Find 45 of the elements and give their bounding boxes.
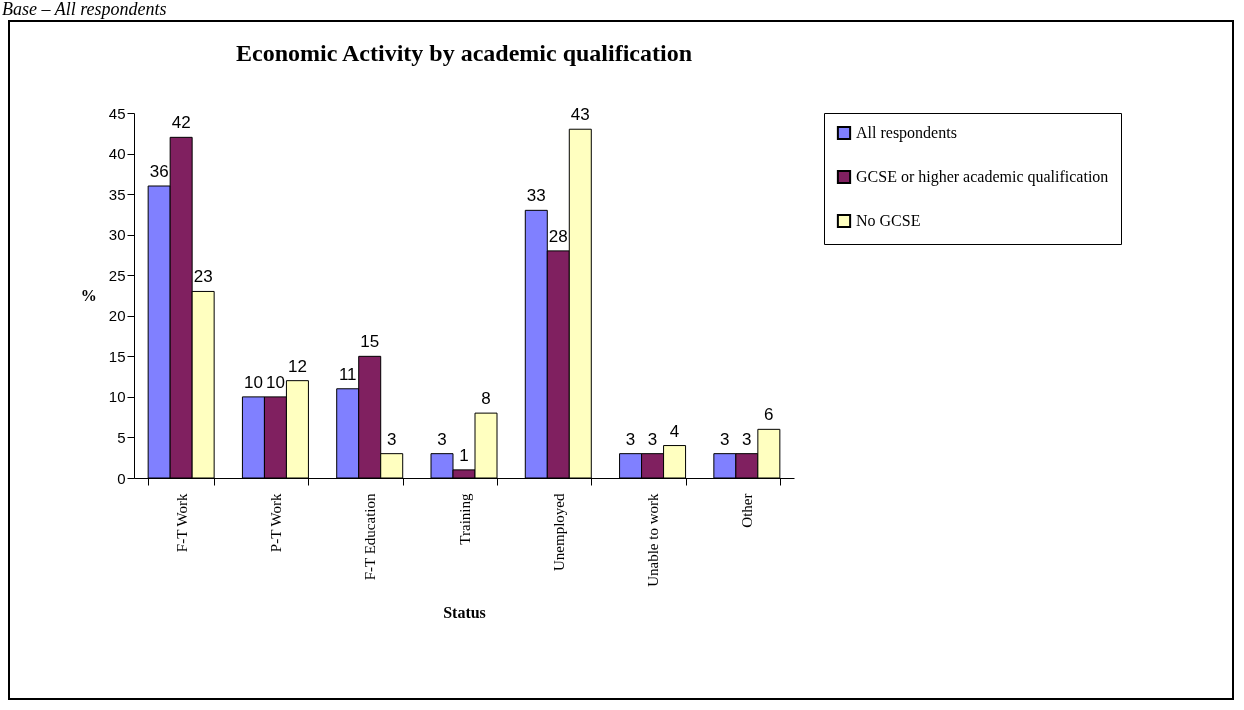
data-label: 10: [243, 372, 263, 392]
data-label: 3: [386, 429, 397, 449]
y-tick-label: 35: [108, 185, 126, 203]
y-tick-label: 5: [117, 428, 126, 446]
data-label: 23: [193, 267, 213, 287]
data-label: 42: [171, 113, 191, 133]
data-label: 11: [338, 364, 357, 384]
data-label: 3: [647, 429, 658, 449]
data-label: 1: [459, 445, 469, 465]
data-label: 33: [526, 186, 546, 206]
y-tick-label: 30: [108, 226, 126, 244]
data-label: 15: [360, 332, 380, 352]
x-tick-label: Unable to work: [645, 493, 662, 587]
data-label: 12: [287, 356, 307, 376]
legend-label: All respondents: [856, 124, 957, 142]
legend-label: No GCSE: [856, 212, 921, 229]
data-label: 10: [265, 372, 285, 392]
y-tick-label: 25: [108, 266, 126, 284]
text: Base – All respondents: [1, 0, 168, 20]
y-tick-label: 0: [117, 469, 126, 487]
x-tick-label: F-T Work: [173, 493, 190, 553]
y-axis-title: %: [80, 287, 97, 304]
data-label: 36: [149, 162, 169, 181]
x-tick-label: F-T Education: [362, 493, 379, 581]
y-tick-label: 40: [108, 145, 126, 163]
x-tick-label: P-T Work: [267, 493, 284, 553]
y-tick-label: 45: [108, 104, 126, 122]
data-label: 8: [481, 389, 491, 409]
y-tick-label: 20: [108, 307, 126, 325]
data-label: 43: [570, 105, 590, 125]
data-label: 3: [742, 429, 752, 449]
data-label: 4: [669, 421, 680, 441]
x-tick-label: Unemployed: [550, 493, 567, 571]
legend-label: GCSE or higher academic qualification: [856, 168, 1109, 186]
chart-title: Economic Activity by academic qualification: [236, 40, 692, 66]
x-tick-label: Training: [456, 493, 473, 545]
x-tick-label: Other: [739, 493, 756, 528]
data-label: 6: [764, 405, 774, 425]
data-label: 3: [437, 429, 447, 449]
data-label: 3: [625, 429, 636, 449]
data-label: 28: [548, 226, 568, 246]
y-tick-label: 10: [108, 388, 126, 406]
x-axis-title: Status: [443, 603, 486, 621]
y-tick-label: 15: [108, 347, 126, 365]
data-label: 3: [720, 429, 730, 449]
